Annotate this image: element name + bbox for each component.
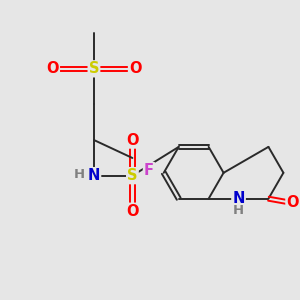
Text: O: O — [126, 204, 139, 219]
Text: N: N — [232, 191, 245, 206]
Text: O: O — [46, 61, 59, 76]
Text: O: O — [129, 61, 142, 76]
Text: N: N — [88, 168, 100, 183]
Text: H: H — [74, 168, 85, 181]
Text: F: F — [144, 163, 154, 178]
Text: S: S — [89, 61, 99, 76]
Text: S: S — [127, 168, 138, 183]
Text: H: H — [232, 204, 244, 217]
Text: O: O — [286, 196, 299, 211]
Text: O: O — [126, 133, 139, 148]
